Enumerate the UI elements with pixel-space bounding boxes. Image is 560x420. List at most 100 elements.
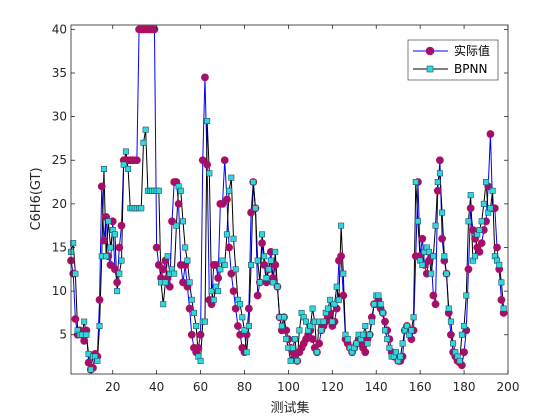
data-point-bpnn [447,318,454,325]
data-point-bpnn [173,222,180,229]
data-point-bpnn [439,209,446,216]
x-axis-label: 测试集 [270,400,309,416]
data-point-bpnn [256,279,263,286]
data-point-actual [429,291,438,300]
data-point-bpnn [107,244,114,251]
plot-background [71,25,508,374]
data-point-actual [418,234,427,243]
data-point-bpnn [483,179,490,186]
data-point-actual [229,287,238,296]
x-tick-label: 60 [193,380,208,394]
data-point-bpnn [265,266,272,273]
y-tick-label: 20 [52,197,67,211]
data-point-actual [253,291,262,300]
data-point-actual [115,243,124,252]
data-point-bpnn [254,257,261,264]
y-tick-label: 5 [59,328,67,342]
data-point-actual [84,358,93,367]
data-point-bpnn [111,231,118,238]
data-point-actual [438,234,447,243]
data-point-actual [194,343,203,352]
data-point-bpnn [270,279,277,286]
data-point-actual [223,195,231,204]
data-point-actual [381,317,389,326]
data-point-actual [113,278,122,287]
data-point-bpnn [399,340,406,347]
data-point-bpnn [215,288,222,295]
data-point-actual [431,300,440,309]
data-point-bpnn [430,253,437,260]
data-point-bpnn [267,257,274,264]
data-point-bpnn [463,292,470,299]
data-point-actual [447,330,455,339]
data-point-bpnn [239,314,246,321]
data-point-bpnn [190,309,197,316]
data-point-actual [174,199,183,208]
data-point-actual [433,186,442,195]
x-tick-label: 20 [105,380,120,394]
data-point-actual [315,339,324,348]
data-point-bpnn [96,323,103,330]
data-point-bpnn [138,205,145,212]
data-point-bpnn [371,301,378,308]
data-point-actual [159,265,168,274]
data-point-bpnn [458,331,465,338]
data-point-bpnn [103,253,110,260]
data-point-bpnn [245,323,252,330]
data-point-bpnn [164,253,171,260]
data-point-bpnn [252,205,259,212]
x-tick-label: 40 [149,380,164,394]
data-point-actual [486,130,495,138]
data-point-bpnn [140,139,147,146]
data-point-actual [460,348,468,357]
data-point-bpnn [379,309,386,316]
data-point-actual [477,239,486,248]
data-point-bpnn [480,200,487,207]
data-point-bpnn [496,261,503,268]
data-point-bpnn [272,248,279,255]
data-point-actual [464,265,473,274]
y-tick-label: 40 [52,22,67,36]
data-point-bpnn [228,174,235,181]
data-point-bpnn [434,179,441,186]
data-point-bpnn [125,165,132,172]
data-point-bpnn [443,270,450,277]
data-point-bpnn [291,336,298,343]
data-point-bpnn [83,331,90,338]
data-point-bpnn [230,235,237,242]
data-point-bpnn [81,318,88,325]
data-point-bpnn [186,279,193,286]
data-point-bpnn [177,187,184,194]
data-point-actual [203,160,212,169]
y-tick-label: 35 [52,66,67,80]
data-point-actual [132,156,141,165]
data-point-bpnn [226,187,233,194]
x-tick-label: 180 [453,380,476,394]
data-point-bpnn [250,179,257,186]
data-point-bpnn [210,296,217,303]
data-point-actual [71,315,80,323]
data-point-bpnn [122,148,129,155]
data-point-actual [196,330,205,339]
data-point-bpnn [450,340,457,347]
data-point-bpnn [377,301,384,308]
data-point-bpnn [283,336,290,343]
data-point-bpnn [425,248,432,255]
data-point-bpnn [320,318,327,325]
data-point-bpnn [500,305,507,312]
legend-marker-actual [425,46,435,56]
data-point-bpnn [188,296,195,303]
data-point-bpnn [179,218,186,225]
y-tick-label: 15 [52,240,67,254]
data-point-bpnn [327,296,334,303]
data-point-bpnn [333,283,340,290]
data-point-bpnn [329,318,336,325]
data-point-bpnn [116,270,123,277]
data-point-actual [361,348,370,357]
data-point-actual [97,182,106,191]
data-point-bpnn [105,218,112,225]
data-point-bpnn [162,279,169,286]
data-point-bpnn [118,257,125,264]
data-point-bpnn [498,279,505,286]
data-point-bpnn [307,323,314,330]
